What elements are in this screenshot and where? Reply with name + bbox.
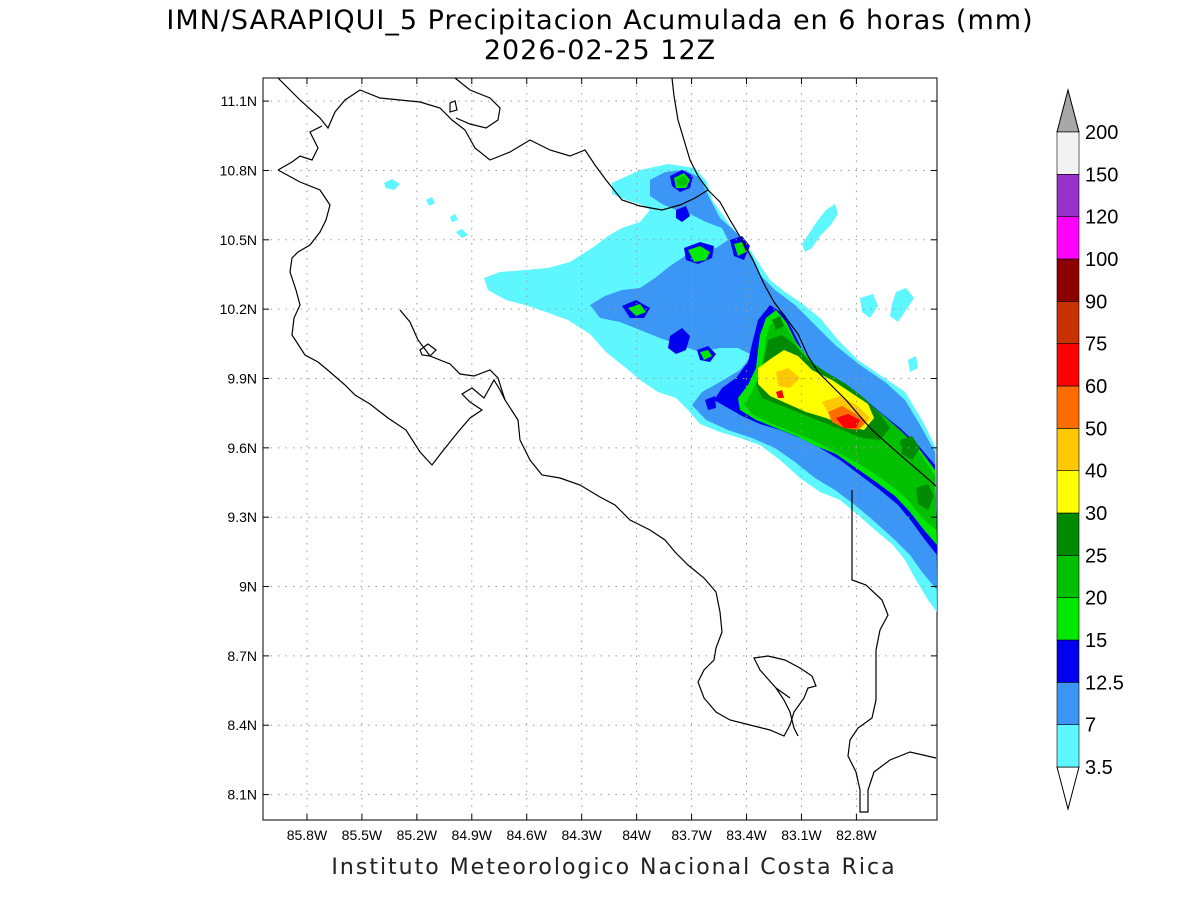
colorbar-swatch: [1056, 343, 1080, 387]
colorbar-level-label: 100: [1085, 249, 1118, 271]
colorbar-swatch: [1056, 428, 1080, 471]
colorbar-level-label: 7: [1085, 715, 1096, 737]
lat-tick-label: 8.1N: [227, 787, 257, 803]
colorbar-swatch: [1056, 597, 1080, 641]
nicoya-peninsula: [399, 309, 506, 401]
lat-tick-label: 8.4N: [227, 717, 257, 733]
lat-tick-label: 10.8N: [220, 162, 257, 178]
longitude-axis: 85.8W 85.5W 85.2W 84.9W 84.6W 84.3W 84W 83.7W 83…: [287, 78, 877, 843]
lat-tick-label: 9.9N: [227, 370, 257, 386]
colorbar-over-triangle: [1056, 88, 1080, 133]
lat-tick-label: 9.3N: [227, 509, 257, 525]
nicaragua-costa-rica-border: [277, 78, 709, 211]
lat-tick-label: 10.2N: [220, 301, 257, 317]
colorbar-under-triangle: [1056, 766, 1080, 811]
precipitation-field: [384, 164, 937, 612]
coastlines-borders: [277, 78, 937, 813]
lat-tick-label: 8.7N: [227, 648, 257, 664]
colorbar-level-label: 90: [1085, 291, 1107, 313]
latitude-axis: 11.1N 10.8N 10.5N 10.2N 9.9N 9.6N 9.3N 9N 8.7N 8.…: [220, 93, 937, 803]
caribbean-coast: [671, 78, 937, 487]
osa-peninsula: [775, 687, 799, 737]
colorbar-swatch: [1056, 639, 1080, 683]
colorbar-swatch: [1056, 174, 1080, 217]
colorbar-level-label: 150: [1085, 164, 1118, 186]
pacific-coast: [277, 125, 817, 737]
colorbar-legend: 3.5 7 12.5 15 20 25 30 40 50 60 75 90 100 120 150 200: [1056, 88, 1124, 811]
colorbar-level-label: 40: [1085, 461, 1107, 483]
lat-tick-label: 9N: [239, 579, 257, 595]
colorbar-level-label: 25: [1085, 545, 1107, 567]
colorbar-level-label: 3.5: [1085, 757, 1113, 779]
lat-tick-label: 10.5N: [220, 232, 257, 248]
colorbar-level-label: 200: [1085, 122, 1118, 144]
colorbar-level-label: 30: [1085, 503, 1107, 525]
colorbar-swatch: [1056, 682, 1080, 725]
precip-level-60: [776, 390, 860, 428]
panama-border: [847, 490, 937, 813]
colorbar-swatch: [1056, 258, 1080, 302]
colorbar-swatch: [1056, 131, 1080, 175]
lat-tick-label: 9.6N: [227, 440, 257, 456]
colorbar-level-label: 75: [1085, 334, 1107, 356]
lon-tick-label: 85.2W: [397, 827, 438, 843]
colorbar-swatch: [1056, 216, 1080, 260]
lake-nicaragua-edge: [449, 100, 458, 113]
lon-tick-label: 84.9W: [452, 827, 493, 843]
colorbar-swatch: [1056, 555, 1080, 598]
island-outline: [419, 343, 437, 357]
colorbar-swatch: [1056, 301, 1080, 344]
colorbar-swatch: [1056, 385, 1080, 429]
colorbar-swatch: [1056, 470, 1080, 514]
lon-tick-label: 84W: [622, 827, 652, 843]
lon-tick-label: 83.4W: [726, 827, 767, 843]
lon-tick-label: 83.1W: [781, 827, 822, 843]
lon-tick-label: 84.3W: [561, 827, 602, 843]
lon-tick-label: 83.7W: [671, 827, 712, 843]
colorbar-swatch: [1056, 724, 1080, 768]
colorbar-level-label: 60: [1085, 376, 1107, 398]
colorbar-level-label: 50: [1085, 418, 1107, 440]
footer-credit: Instituto Meteorologico Nacional Costa R…: [331, 855, 897, 880]
colorbar-level-label: 12.5: [1085, 672, 1124, 694]
lon-tick-label: 82.8W: [836, 827, 877, 843]
colorbar-level-label: 20: [1085, 588, 1107, 610]
colorbar-swatch: [1056, 512, 1080, 556]
lon-tick-label: 85.8W: [287, 827, 328, 843]
colorbar-level-label: 120: [1085, 207, 1118, 229]
lon-tick-label: 85.5W: [342, 827, 383, 843]
map-valid-time: 2026-02-25 12Z: [483, 35, 717, 66]
colorbar-level-label: 15: [1085, 630, 1107, 652]
nicaragua-lake-shore: [454, 78, 501, 129]
lon-tick-label: 84.6W: [507, 827, 548, 843]
map-title: IMN/SARAPIQUI_5 Precipitacion Acumulada …: [166, 5, 1034, 36]
lat-tick-label: 11.1N: [221, 93, 257, 109]
